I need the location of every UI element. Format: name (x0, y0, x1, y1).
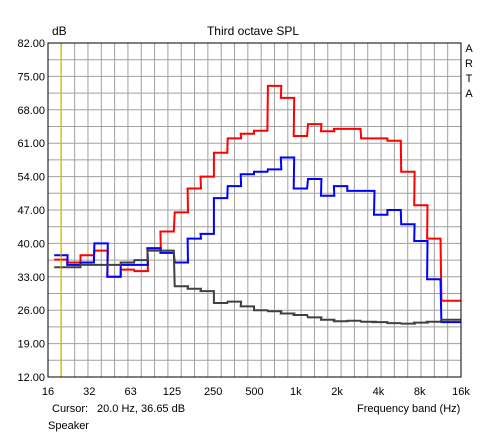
y-tick-label: 68.00 (17, 105, 45, 117)
watermark-letter: A (465, 43, 473, 55)
y-axis-label: dB (52, 24, 67, 38)
watermark-letter: A (465, 88, 473, 100)
y-tick-label: 75.00 (17, 71, 45, 83)
series-lines (54, 84, 461, 325)
x-tick-label: 500 (245, 386, 263, 398)
cursor-label: Cursor: (52, 403, 89, 415)
y-tick-label: 82.00 (17, 38, 45, 50)
x-tick-labels: 16 32 63 125 250 500 1k 2k 4k 8k 16k (42, 386, 470, 398)
series-line-3 (54, 249, 461, 325)
watermark-letter: T (466, 73, 473, 85)
source-name: Speaker (48, 420, 89, 432)
cursor-readout: 20.0 Hz, 36.65 dB (97, 403, 186, 415)
y-tick-label: 47.00 (17, 205, 45, 217)
y-tick-label: 61.00 (17, 138, 45, 150)
y-tick-label: 12.00 (17, 372, 45, 384)
x-tick-label: 16 (42, 386, 54, 398)
x-tick-label: 125 (163, 386, 181, 398)
x-tick-label: 32 (83, 386, 95, 398)
plot-frame (47, 42, 462, 378)
y-tick-label: 40.00 (17, 238, 45, 250)
x-tick-label: 1k (290, 386, 302, 398)
frequency-band-label: Frequency band (Hz) (357, 403, 461, 415)
x-tick-label: 8k (414, 386, 426, 398)
y-tick-label: 33.00 (17, 272, 45, 284)
x-tick-label: 4k (373, 386, 385, 398)
x-tick-label: 2k (331, 386, 343, 398)
y-tick-label: 26.00 (17, 305, 45, 317)
chart-title: Third octave SPL (207, 24, 299, 38)
x-tick-label: 63 (124, 386, 136, 398)
y-tick-label: 54.00 (17, 172, 45, 184)
y-tick-label: 19.00 (17, 339, 45, 351)
y-tick-labels: 82.00 75.00 68.00 61.00 54.00 47.00 40.00 33.00… (17, 38, 45, 384)
x-tick-label: 16k (452, 386, 470, 398)
series-line-2 (54, 156, 461, 324)
x-tick-label: 250 (204, 386, 222, 398)
plot-grid (48, 43, 461, 377)
watermark-letter: R (465, 58, 473, 70)
